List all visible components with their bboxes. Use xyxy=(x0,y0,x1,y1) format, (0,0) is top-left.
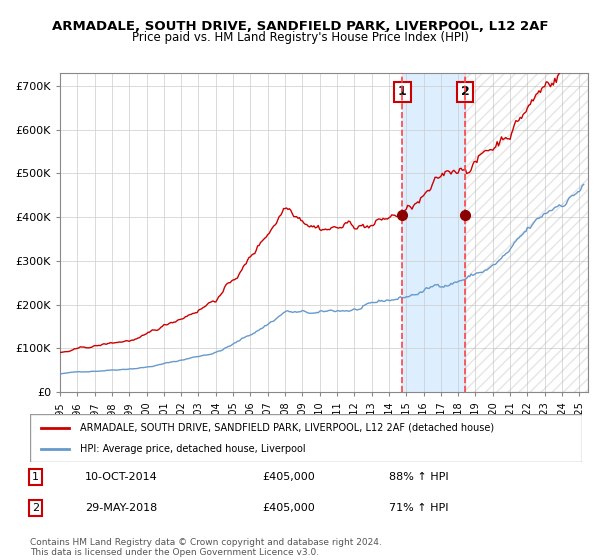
Bar xyxy=(403,73,465,392)
Text: 88% ↑ HPI: 88% ↑ HPI xyxy=(389,472,448,482)
Text: 29-MAY-2018: 29-MAY-2018 xyxy=(85,503,157,513)
Text: 1: 1 xyxy=(398,86,407,99)
Text: 2: 2 xyxy=(32,503,39,513)
Text: 2: 2 xyxy=(461,86,470,99)
Text: 1: 1 xyxy=(32,472,39,482)
Text: 10-OCT-2014: 10-OCT-2014 xyxy=(85,472,158,482)
FancyBboxPatch shape xyxy=(30,414,582,462)
Text: £405,000: £405,000 xyxy=(262,503,314,513)
Text: Contains HM Land Registry data © Crown copyright and database right 2024.
This d: Contains HM Land Registry data © Crown c… xyxy=(30,538,382,557)
Bar xyxy=(465,73,588,392)
Text: HPI: Average price, detached house, Liverpool: HPI: Average price, detached house, Live… xyxy=(80,444,305,454)
Bar xyxy=(465,73,588,392)
Text: ARMADALE, SOUTH DRIVE, SANDFIELD PARK, LIVERPOOL, L12 2AF (detached house): ARMADALE, SOUTH DRIVE, SANDFIELD PARK, L… xyxy=(80,423,494,433)
Text: £405,000: £405,000 xyxy=(262,472,314,482)
Text: 71% ↑ HPI: 71% ↑ HPI xyxy=(389,503,448,513)
Text: ARMADALE, SOUTH DRIVE, SANDFIELD PARK, LIVERPOOL, L12 2AF: ARMADALE, SOUTH DRIVE, SANDFIELD PARK, L… xyxy=(52,20,548,32)
Text: Price paid vs. HM Land Registry's House Price Index (HPI): Price paid vs. HM Land Registry's House … xyxy=(131,31,469,44)
